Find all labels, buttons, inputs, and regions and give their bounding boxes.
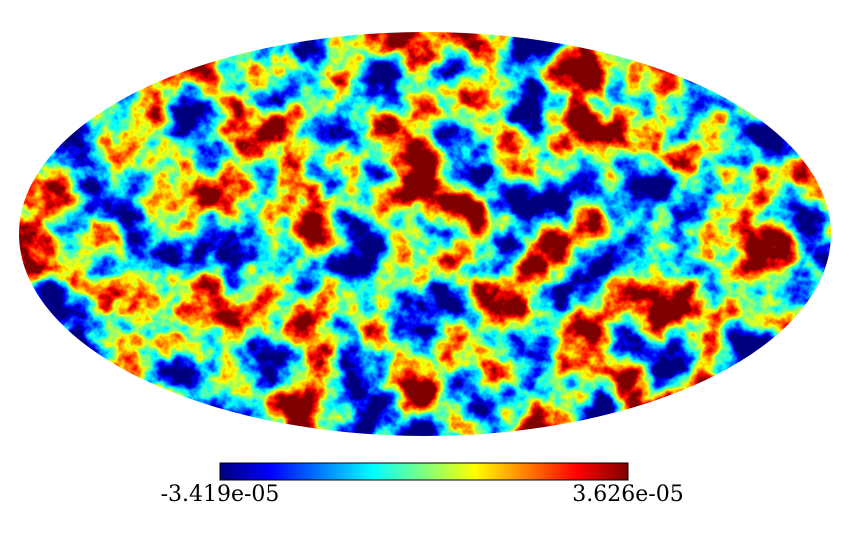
- colorbar-scale: [219, 462, 629, 481]
- sky-map: [19, 32, 831, 436]
- colorbar-tick-label: -3.419e-05: [161, 482, 280, 507]
- colorbar-tick-label: 3.626e-05: [572, 482, 683, 507]
- map-field: [19, 32, 831, 436]
- colorbar: -3.419e-05 3.626e-05: [161, 462, 684, 507]
